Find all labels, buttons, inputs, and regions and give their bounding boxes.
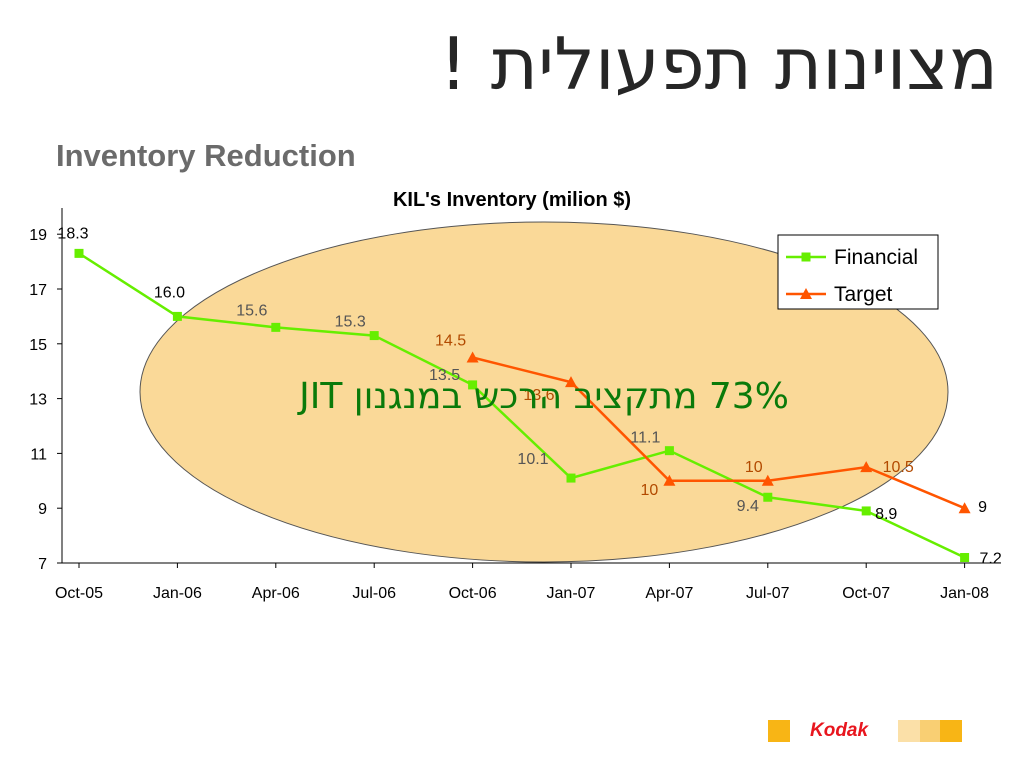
data-label: 10 — [745, 459, 763, 476]
chart-title: KIL's Inventory (milion $) — [393, 189, 631, 211]
slide-title: מצוינות תפעולית ! — [438, 22, 998, 106]
data-point — [860, 461, 873, 473]
data-point — [566, 473, 576, 483]
series-line-financial — [78, 252, 966, 559]
y-tick-label: 7 — [38, 556, 47, 573]
data-point — [565, 376, 577, 388]
y-tick-label: 9 — [38, 501, 47, 518]
y-tick-label: 17 — [29, 282, 47, 299]
y-tick-label: 13 — [29, 392, 47, 409]
data-label: 10.1 — [517, 451, 548, 468]
data-point — [861, 506, 871, 516]
data-point — [172, 311, 182, 321]
data-label: 14.5 — [435, 333, 466, 350]
data-point — [271, 322, 281, 332]
data-point — [763, 492, 773, 502]
data-label: 15.3 — [335, 314, 366, 331]
logo-bar-3 — [940, 720, 962, 742]
data-label: 11.1 — [630, 430, 660, 447]
highlight-ellipse — [139, 221, 949, 563]
x-tick-label: Jul-07 — [746, 585, 790, 602]
data-label: 16.0 — [154, 284, 185, 301]
logo-bar-1 — [898, 720, 920, 742]
logo-bar-2 — [920, 720, 940, 742]
data-label: 18.3 — [57, 225, 88, 242]
legend-label-financial: Financial — [834, 246, 918, 269]
x-tick-label: Apr-07 — [645, 585, 693, 602]
data-label: 9 — [978, 499, 987, 516]
legend-marker — [800, 288, 812, 299]
x-tick-label: Oct-05 — [55, 585, 103, 602]
x-tick-label: Jul-06 — [352, 585, 396, 602]
legend-label-target: Target — [834, 283, 893, 306]
x-tick-label: Jan-06 — [153, 585, 202, 602]
data-label: 9.4 — [737, 498, 759, 515]
data-label: 10 — [641, 482, 659, 499]
data-point — [369, 331, 379, 341]
data-label: 13.5 — [429, 367, 460, 384]
logo-text: Kodak — [810, 720, 869, 741]
data-point — [466, 351, 479, 363]
legend-marker — [801, 252, 811, 262]
kodak-logo: Kodak — [768, 720, 968, 742]
y-tick-label: 15 — [29, 337, 47, 354]
jit-callout: 73% מתקציב הרכש במנגנון JIT — [297, 376, 789, 417]
data-point — [761, 474, 774, 486]
data-label: 7.2 — [979, 551, 1001, 568]
x-tick-label: Apr-06 — [252, 585, 300, 602]
data-point — [958, 502, 971, 514]
data-label: 10.5 — [883, 459, 914, 476]
y-tick-label: 11 — [30, 446, 47, 463]
data-point — [74, 248, 84, 258]
data-point — [664, 446, 674, 456]
data-point — [960, 553, 970, 563]
data-label: 13.6 — [523, 387, 554, 404]
series-line-target — [472, 356, 966, 510]
x-tick-label: Jan-08 — [940, 585, 989, 602]
data-point — [663, 474, 676, 486]
data-label: 15.6 — [236, 302, 267, 319]
data-point — [468, 380, 478, 390]
chart-legend: Financial Target — [777, 234, 939, 310]
slide-subtitle: Inventory Reduction — [56, 138, 356, 173]
data-label: 8.9 — [875, 506, 897, 523]
x-tick-label: Oct-06 — [449, 585, 497, 602]
logo-square — [768, 720, 790, 742]
x-tick-label: Oct-07 — [842, 585, 890, 602]
y-tick-label: 19 — [29, 227, 47, 244]
x-tick-label: Jan-07 — [547, 585, 596, 602]
